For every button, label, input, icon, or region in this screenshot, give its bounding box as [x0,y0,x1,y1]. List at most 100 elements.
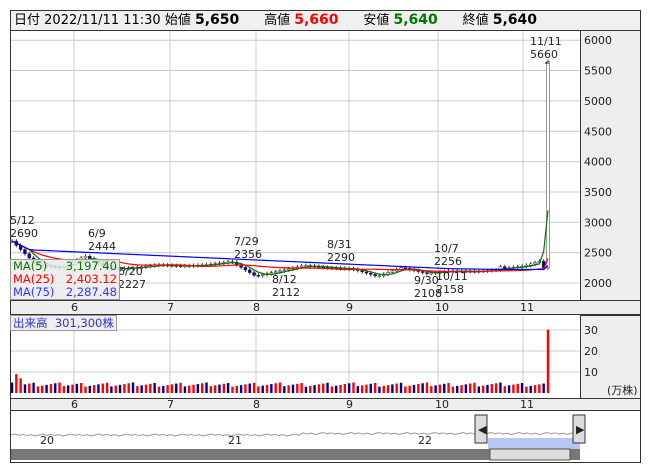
legend-ma25: MA(25) 2,403.12 [13,272,117,286]
volume-bar [408,385,411,393]
volume-bar [451,386,455,393]
volume-bar [131,382,135,393]
volume-bar [542,383,545,393]
volume-tick-label: 20 [584,345,598,358]
annotation-value: 2158 [436,283,464,296]
volume-bar [507,385,511,393]
volume-bar [343,384,347,393]
volume-bar [149,383,152,393]
price-tick-label: 4500 [584,125,612,138]
volume-bar [443,383,446,393]
volume-bar [144,384,148,393]
volume-bar [434,385,437,393]
volume-bar [88,385,92,393]
chevron-right-icon: ▶ [576,423,585,436]
volume-bar [447,383,450,393]
ma-legend: MA(5) 3,197.40 MA(25) 2,403.12 MA(75) 2,287… [10,259,120,300]
candle [364,271,369,274]
volume-bar [118,384,122,393]
volume-bar [309,385,312,393]
volume-bar [75,383,79,393]
volume-bar [248,383,251,393]
date-tick-label: 7 [167,398,174,411]
volume-bar [382,385,385,393]
volume-bar [274,383,277,393]
price-tick-label: 3000 [584,216,612,229]
annotation-date: 10/7 [434,242,459,255]
volume-bar [490,384,494,393]
volume-bar [512,384,515,393]
candle [503,266,507,269]
annotation-value: 2690 [10,227,38,240]
volume-bar [395,383,398,393]
volume-bar [369,383,372,393]
price-tick-label: 2000 [584,277,612,290]
legend-ma5: MA(5) 3,197.40 [13,259,117,273]
candle [278,270,282,273]
volume-bar [200,383,204,393]
candle [256,274,261,277]
volume-bar [525,386,528,393]
volume-bar [19,378,22,393]
volume-bar [356,386,360,393]
volume-bar [123,384,126,393]
date-tick-label: 9 [346,301,353,314]
volume-bar [54,383,57,393]
volume-bar [105,382,109,393]
navigator-label: 21 [228,434,242,447]
date-tick-label: 6 [71,398,78,411]
candle [403,267,408,270]
high-value: 5,660 [294,12,339,28]
navigator-label: 22 [418,434,432,447]
price-tick-label: 6000 [584,34,612,47]
low-value: 5,640 [393,12,438,28]
volume-bar [278,382,282,393]
date-label: 日付 [14,13,41,28]
candle [420,271,425,273]
volume-bar [114,385,117,393]
volume-bar [231,386,234,393]
volume-bar [140,385,143,393]
volume-bar [546,329,550,393]
volume-bar [326,382,329,393]
volume-bar [287,385,290,393]
volume-unit-label: (万株) [607,383,638,397]
volume-tick-label: 30 [584,324,598,337]
candle [243,267,248,271]
volume-bar [41,385,44,393]
scrollbar-thumb[interactable] [489,448,571,461]
volume-label: 出来高 301,300株 [10,315,117,331]
navigator-left-handle[interactable] [474,414,488,444]
candle [83,256,88,259]
volume-bar [45,384,48,393]
volume-bar [503,386,506,393]
candle [252,272,256,276]
navigator-right-handle[interactable] [572,414,586,444]
navigator-selection [488,438,580,449]
price-tick-label: 4000 [584,156,612,169]
volume-bar [166,385,169,393]
volume-bar [460,385,463,393]
annotation-date: 6/20 [118,265,143,278]
open-value: 5,650 [194,12,240,28]
volume-bar [218,384,221,393]
scrollbar-track [11,449,580,460]
volume-bar [421,383,424,393]
volume-bar [283,386,286,393]
volume-bar [49,384,53,393]
volume-bar [494,383,498,393]
annotation-value: 2356 [234,248,262,261]
date-tick-label: 10 [435,301,449,314]
candle [360,270,364,273]
volume-bar [79,383,83,393]
volume-bar [360,385,364,393]
volume-bar [32,382,35,393]
ohlc-header: 日付 2022/11/11 11:30 始値 5,650 高値 5,660 安値… [10,10,641,31]
annotation-value: 2227 [118,278,146,291]
volume-bar [162,385,165,393]
annotation-date: 11/11 [530,35,562,48]
volume-bar [28,383,31,393]
volume-bar [386,385,390,393]
